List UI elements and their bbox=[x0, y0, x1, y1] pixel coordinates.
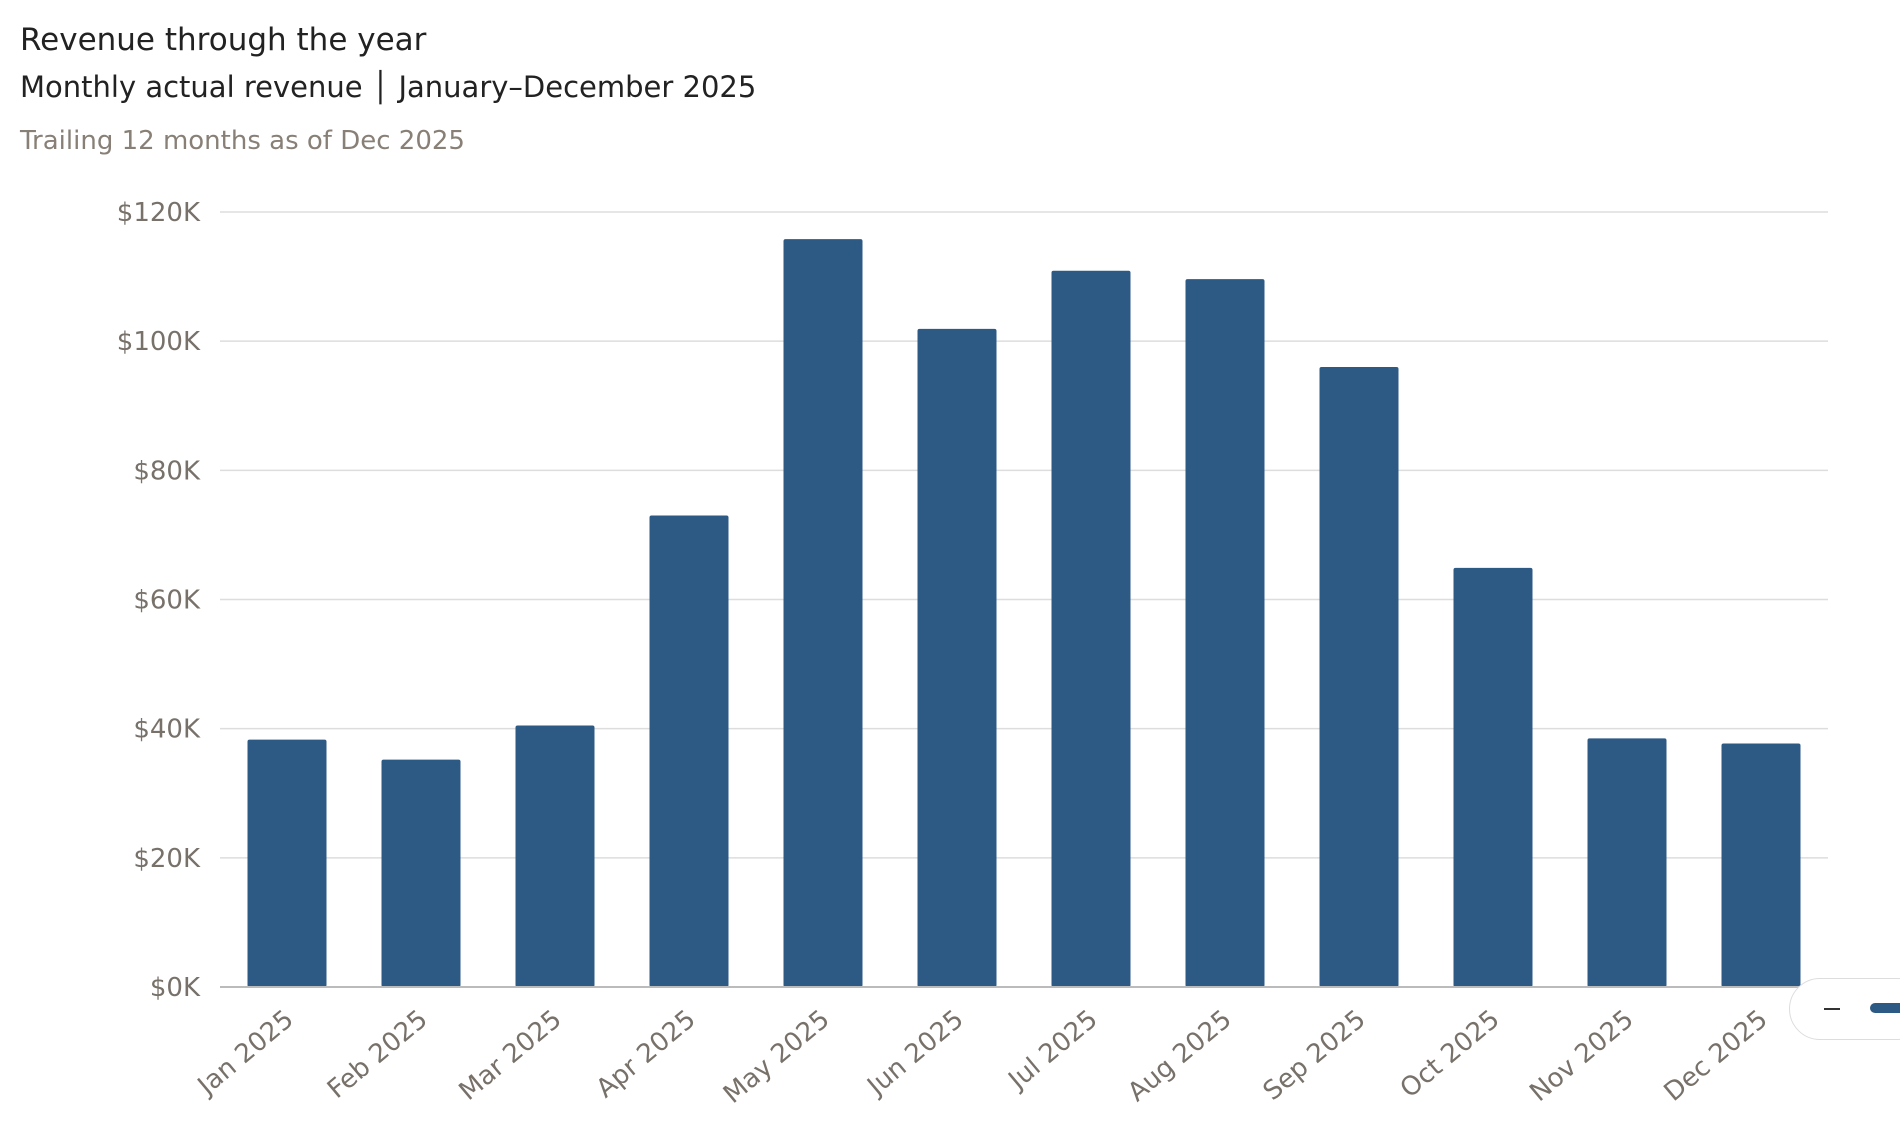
minus-icon bbox=[1824, 1008, 1840, 1010]
bar[interactable] bbox=[783, 239, 863, 987]
bar[interactable] bbox=[1319, 367, 1399, 987]
grid-lines bbox=[220, 211, 1828, 859]
y-tick-label: $80K bbox=[133, 456, 201, 486]
bars bbox=[247, 239, 1801, 988]
x-tick-label: Jul 2025 bbox=[1002, 1004, 1104, 1096]
x-tick-label: Dec 2025 bbox=[1659, 1004, 1774, 1107]
x-axis-ticks: Jan 2025 Feb 2025 Mar 2025 Apr 2025 May 2025… bbox=[191, 1004, 1774, 1109]
y-tick-label: $120K bbox=[117, 198, 201, 228]
x-tick-label: Jun 2025 bbox=[861, 1004, 970, 1102]
bar[interactable] bbox=[1051, 270, 1131, 987]
chart-note: Trailing 12 months as of Dec 2025 bbox=[20, 126, 465, 156]
bar[interactable] bbox=[1453, 567, 1533, 987]
bar[interactable] bbox=[1721, 743, 1801, 987]
y-tick-label: $40K bbox=[133, 715, 201, 745]
bar[interactable] bbox=[917, 328, 997, 987]
y-tick-label: $100K bbox=[117, 327, 201, 357]
x-tick-label: Feb 2025 bbox=[322, 1004, 434, 1104]
legend-swatch bbox=[1870, 1003, 1900, 1013]
y-axis-ticks: $0K $20K $40K $60K $80K $100K $120K bbox=[117, 198, 201, 1003]
x-tick-label: Aug 2025 bbox=[1122, 1004, 1237, 1107]
x-tick-label: May 2025 bbox=[718, 1004, 835, 1109]
bar[interactable] bbox=[1587, 738, 1667, 987]
legend-toggle[interactable] bbox=[1789, 978, 1900, 1040]
y-tick-label: $60K bbox=[133, 586, 201, 616]
x-tick-label: Apr 2025 bbox=[591, 1004, 702, 1104]
chart-subtitle: Monthly actual revenue │ January–Decembe… bbox=[20, 70, 757, 104]
y-tick-label: $0K bbox=[150, 973, 201, 1003]
bar[interactable] bbox=[515, 725, 595, 987]
bar[interactable] bbox=[649, 515, 729, 987]
bar[interactable] bbox=[381, 759, 461, 987]
bar[interactable] bbox=[247, 739, 327, 987]
y-tick-label: $20K bbox=[133, 844, 201, 874]
x-tick-label: Sep 2025 bbox=[1258, 1004, 1372, 1106]
x-tick-label: Jan 2025 bbox=[191, 1004, 300, 1102]
x-tick-label: Oct 2025 bbox=[1395, 1004, 1506, 1104]
bar[interactable] bbox=[1185, 279, 1265, 988]
chart-title: Revenue through the year bbox=[20, 22, 427, 58]
x-tick-label: Nov 2025 bbox=[1524, 1004, 1639, 1107]
x-tick-label: Mar 2025 bbox=[454, 1004, 568, 1106]
